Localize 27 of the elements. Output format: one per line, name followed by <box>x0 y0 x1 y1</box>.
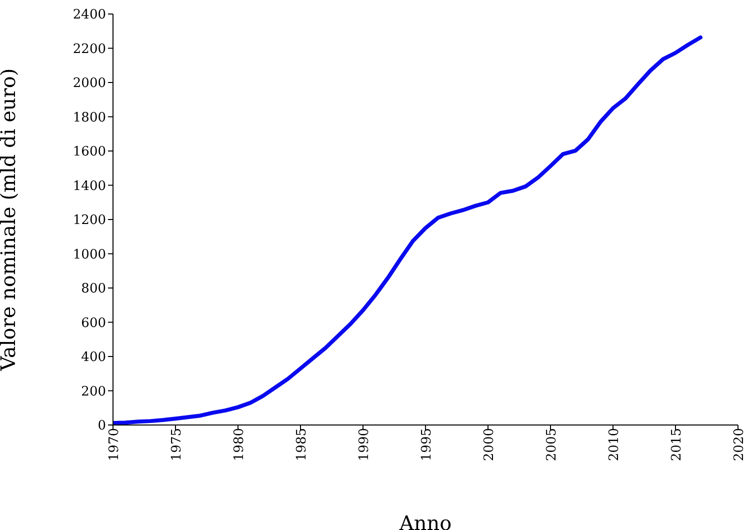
y-tick-label: 1200 <box>72 213 106 228</box>
y-tick-label: 2400 <box>72 8 106 23</box>
x-tick-label: 1970 <box>107 428 122 462</box>
x-tick-label: 1985 <box>294 428 310 462</box>
x-tick-label: 2010 <box>607 428 622 462</box>
line-series <box>113 35 702 425</box>
y-tick-label: 800 <box>81 282 106 297</box>
y-tick-label: 1800 <box>72 110 106 126</box>
y-tick-label: 0 <box>98 418 106 434</box>
y-tick-label: 2000 <box>72 76 106 92</box>
x-tick-label: 2020 <box>732 428 745 462</box>
y-tick-label: 2200 <box>72 42 106 57</box>
x-tick-label: 2005 <box>544 428 560 462</box>
x-tick-label: 2015 <box>670 428 685 462</box>
y-tick-label: 200 <box>81 384 106 400</box>
y-tick-label: 1000 <box>72 247 106 262</box>
x-tick-label: 1975 <box>170 428 185 462</box>
y-tick-label: 1400 <box>72 178 106 194</box>
x-tick-label: 1995 <box>420 428 435 462</box>
y-tick-label: 400 <box>81 350 106 366</box>
y-tick-label: 1600 <box>72 144 106 160</box>
x-tick-label: 1980 <box>232 428 248 462</box>
x-tick-label: 1990 <box>357 428 372 462</box>
y-tick-label: 600 <box>81 316 106 331</box>
x-axis-title: Anno <box>398 511 452 530</box>
y-axis-title: Valore nominale (mld di euro) <box>0 68 20 372</box>
x-tick-label: 2000 <box>482 428 498 462</box>
